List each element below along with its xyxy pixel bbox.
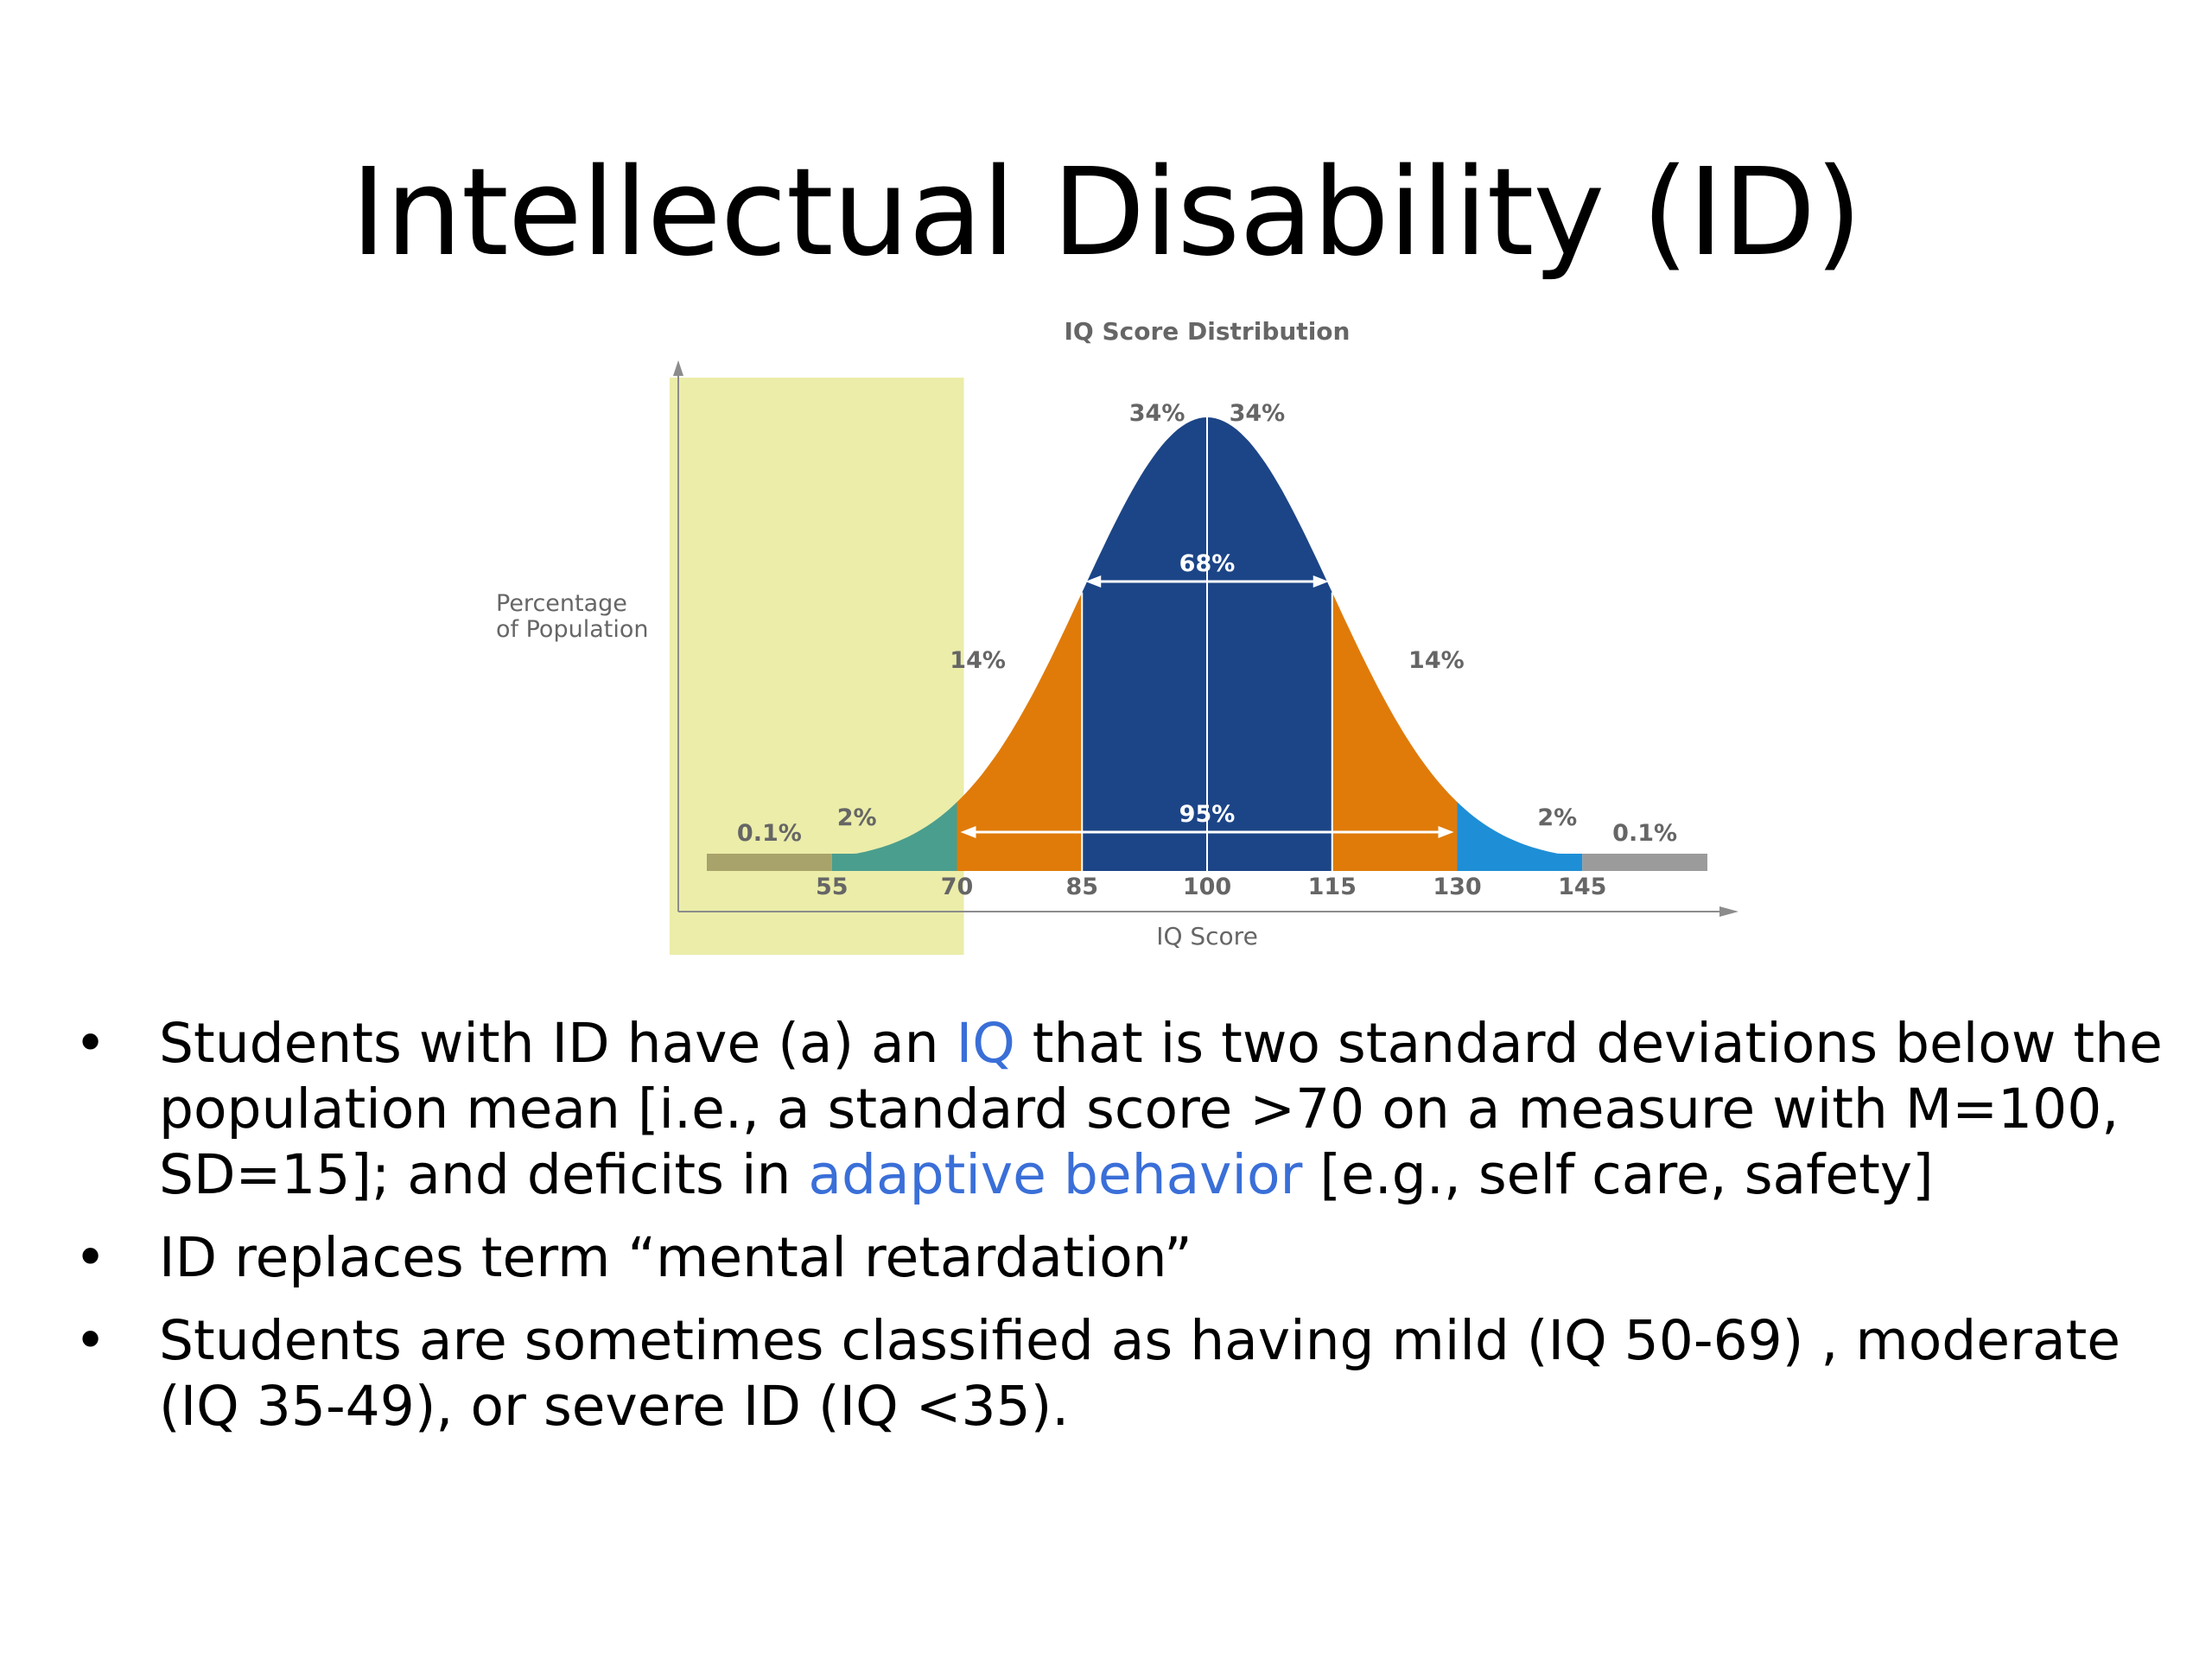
bullet-item-1: • Students with ID have (a) an IQ that i…	[69, 1011, 2177, 1208]
range-label-1: 95%	[1179, 801, 1236, 828]
segment-1	[831, 802, 957, 871]
bullet-dot: •	[74, 1226, 107, 1289]
x-axis-arrow	[1719, 906, 1738, 917]
x-tick-label: 55	[816, 874, 849, 900]
x-axis-label: IQ Score	[1156, 922, 1258, 950]
chart-svg: 68% 95% 0.1% 2% 14% 34% 34% 14% 2% 0.1% 55 70 85 100 1…	[496, 317, 1738, 955]
bullet-text-part: that is two standard deviations below th…	[159, 1012, 2163, 1206]
range-arrow-left-0	[1085, 575, 1102, 588]
bullet-dot: •	[74, 1309, 107, 1372]
y-axis-label-line: Percentage	[496, 590, 627, 617]
segment-5	[1332, 592, 1458, 871]
range-arrow-right-1	[1438, 826, 1454, 838]
range-arrow-left-1	[960, 826, 976, 838]
x-tick-label: 70	[941, 874, 974, 900]
bullet-item-2: • ID replaces term “mental retardation”	[69, 1225, 2177, 1291]
bullet-item-3: • Students are sometimes classified as h…	[69, 1308, 2177, 1440]
bullet-text-part: Students with ID have (a) an	[159, 1012, 957, 1075]
x-tick-label: 145	[1558, 874, 1606, 900]
x-tick-label: 85	[1065, 874, 1098, 900]
percent-label-7: 0.1%	[1612, 820, 1677, 847]
bullet-text: ID replaces term “mental retardation”	[159, 1226, 1192, 1289]
range-label-0: 68%	[1179, 550, 1236, 577]
slide-title: Intellectual Disability (ID)	[350, 143, 1862, 283]
bullet-dot: •	[74, 1012, 107, 1075]
x-tick-label: 115	[1308, 874, 1357, 900]
segment-6	[1457, 802, 1583, 871]
segment-2	[957, 592, 1083, 871]
bullet-text: Students with ID have (a) an IQ that is …	[159, 1012, 2163, 1206]
percent-label-1: 2%	[837, 804, 877, 831]
percent-label-4: 34%	[1230, 400, 1286, 427]
y-axis-arrow	[673, 360, 683, 376]
percent-label-3: 34%	[1129, 400, 1185, 427]
bullet-list: • Students with ID have (a) an IQ that i…	[69, 1011, 2177, 1457]
segment-0	[707, 854, 832, 871]
percent-label-2: 14%	[950, 647, 1006, 674]
adaptive-behavior-link[interactable]: adaptive behavior	[808, 1143, 1303, 1206]
chart-title: IQ Score Distribution	[1065, 317, 1351, 346]
segment-7	[1582, 854, 1707, 871]
iq-link[interactable]: IQ	[956, 1012, 1015, 1075]
bullet-text: Students are sometimes classified as hav…	[159, 1309, 2121, 1438]
bullet-text-part: [e.g., self care, safety]	[1302, 1143, 1934, 1206]
segment-4	[1207, 417, 1332, 871]
segment-3	[1082, 417, 1207, 871]
range-arrow-right-0	[1313, 575, 1329, 588]
iq-distribution-chart: 68% 95% 0.1% 2% 14% 34% 34% 14% 2% 0.1% 55 70 85 100 1…	[484, 307, 1745, 972]
percent-label-6: 2%	[1537, 804, 1577, 831]
y-axis-label-line: of Population	[496, 616, 648, 643]
percent-label-0: 0.1%	[737, 820, 802, 847]
x-tick-label: 100	[1183, 874, 1231, 900]
percent-label-5: 14%	[1408, 647, 1465, 674]
x-tick-label: 130	[1433, 874, 1481, 900]
